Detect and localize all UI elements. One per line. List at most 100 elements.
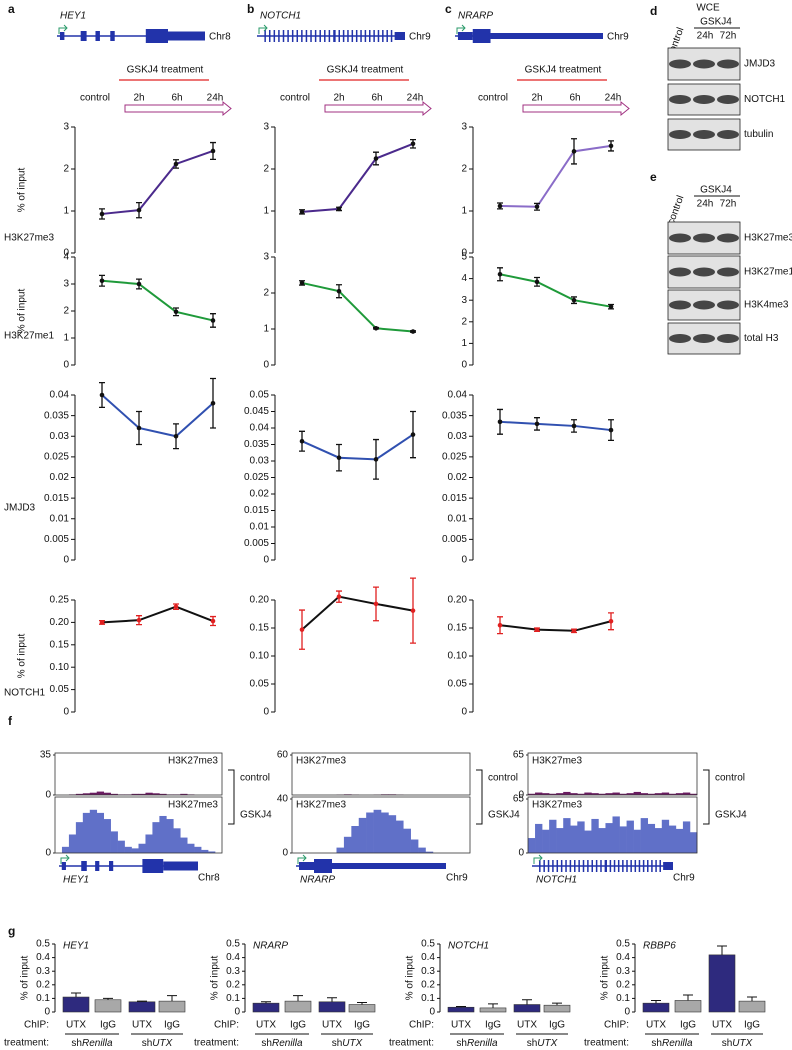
exon — [282, 30, 285, 42]
condition-label: control — [240, 773, 270, 784]
y-tick-label: 35 — [40, 750, 52, 761]
y-tick-label: 0.5 — [421, 939, 435, 950]
blot-band — [669, 334, 691, 343]
group-name: UTX — [732, 1038, 752, 1049]
exon — [296, 30, 299, 42]
y-tick-label: 2 — [63, 306, 69, 317]
bar — [348, 1004, 376, 1013]
y-tick-label: 0.1 — [616, 993, 630, 1004]
x-tick-label: IgG — [485, 1020, 501, 1031]
blot-band — [693, 334, 715, 343]
exon — [95, 31, 100, 41]
chromosome: Chr8 — [209, 32, 231, 43]
signal — [570, 825, 578, 853]
y-tick-label: 0 — [63, 555, 69, 566]
exon — [630, 860, 632, 872]
x-tick-label: UTX — [646, 1020, 666, 1031]
track-label: H3K27me3 — [296, 800, 346, 811]
group-prefix: sh — [722, 1038, 733, 1049]
signal — [640, 793, 649, 795]
exon — [591, 860, 594, 872]
blot-band — [717, 95, 739, 104]
bracket — [476, 769, 483, 825]
row-label: JMJD3 — [4, 503, 36, 514]
y-tick-label: 0 — [461, 360, 467, 371]
signal — [563, 818, 571, 853]
signal — [528, 793, 536, 795]
point — [410, 608, 416, 613]
tss-arrow — [258, 24, 268, 34]
bar — [642, 1002, 670, 1013]
y-tick-label: 1 — [63, 333, 69, 344]
error-bar — [456, 1006, 466, 1008]
error-bar — [261, 1001, 271, 1004]
signal — [654, 828, 663, 853]
y-tick-label: 0.2 — [421, 979, 435, 990]
signal — [668, 793, 677, 795]
y-tick-label: 4 — [63, 252, 69, 263]
signal — [612, 816, 620, 853]
exon — [490, 33, 603, 39]
exon — [565, 860, 567, 872]
y-tick-label: 0.15 — [50, 639, 70, 650]
chip-label: ChIP: — [24, 1020, 49, 1031]
signal — [647, 793, 656, 795]
blot-band — [717, 130, 739, 139]
y-tick-label: 0 — [461, 248, 467, 259]
y-tick-label: 3 — [263, 122, 269, 133]
point — [173, 161, 179, 167]
y-tick-label: 0.04 — [448, 390, 468, 401]
y-tick-label: 0 — [63, 248, 69, 259]
track-label: H3K27me3 — [532, 756, 582, 767]
y-tick-label: 0.4 — [616, 952, 630, 963]
track-box — [527, 796, 698, 854]
y-tick-label: 0.1 — [226, 993, 240, 1004]
signal — [591, 793, 599, 795]
point — [136, 425, 142, 431]
signal — [410, 839, 419, 853]
signal — [542, 793, 550, 795]
line — [301, 433, 414, 461]
exon — [95, 861, 100, 871]
y-tick-label: 2 — [461, 164, 467, 175]
exon — [145, 29, 168, 43]
y-tick-label: 0.4 — [421, 952, 435, 963]
exon — [604, 860, 607, 872]
y-tick-label: 0.035 — [44, 410, 69, 421]
signal — [626, 820, 634, 853]
x-tick-label: IgG — [290, 1020, 306, 1031]
blot-band-label: total H3 — [744, 333, 779, 344]
y-tick-label: 0.04 — [50, 390, 70, 401]
bar — [94, 999, 122, 1013]
blot-band — [717, 267, 739, 277]
treatment-arrow — [522, 100, 630, 117]
y-tick-label: 0.3 — [226, 966, 240, 977]
exon — [333, 30, 335, 42]
chromosome: Chr9 — [673, 873, 695, 884]
signal — [131, 848, 139, 853]
blot-band — [717, 59, 739, 69]
signal — [682, 821, 691, 853]
signal — [549, 819, 557, 853]
exon — [569, 860, 572, 872]
row-label: H3K27me1 — [4, 331, 54, 342]
exon — [390, 30, 393, 42]
y-tick-label: 0 — [44, 1007, 50, 1018]
y-tick-label: 0.2 — [226, 979, 240, 990]
condition-label: control — [488, 773, 518, 784]
treatment-label: treatment: — [584, 1038, 629, 1049]
y-tick-label: 2 — [63, 164, 69, 175]
signal — [388, 815, 397, 853]
y-tick-label: 0.05 — [50, 684, 70, 695]
line — [499, 420, 612, 432]
signal — [103, 819, 111, 853]
signal — [152, 822, 160, 853]
exon — [457, 32, 473, 40]
signal — [661, 819, 670, 853]
track-box — [527, 752, 698, 796]
blot-control: control — [666, 194, 687, 226]
signal — [145, 792, 153, 795]
exon — [305, 30, 308, 42]
point — [497, 271, 503, 277]
signal — [159, 815, 167, 853]
